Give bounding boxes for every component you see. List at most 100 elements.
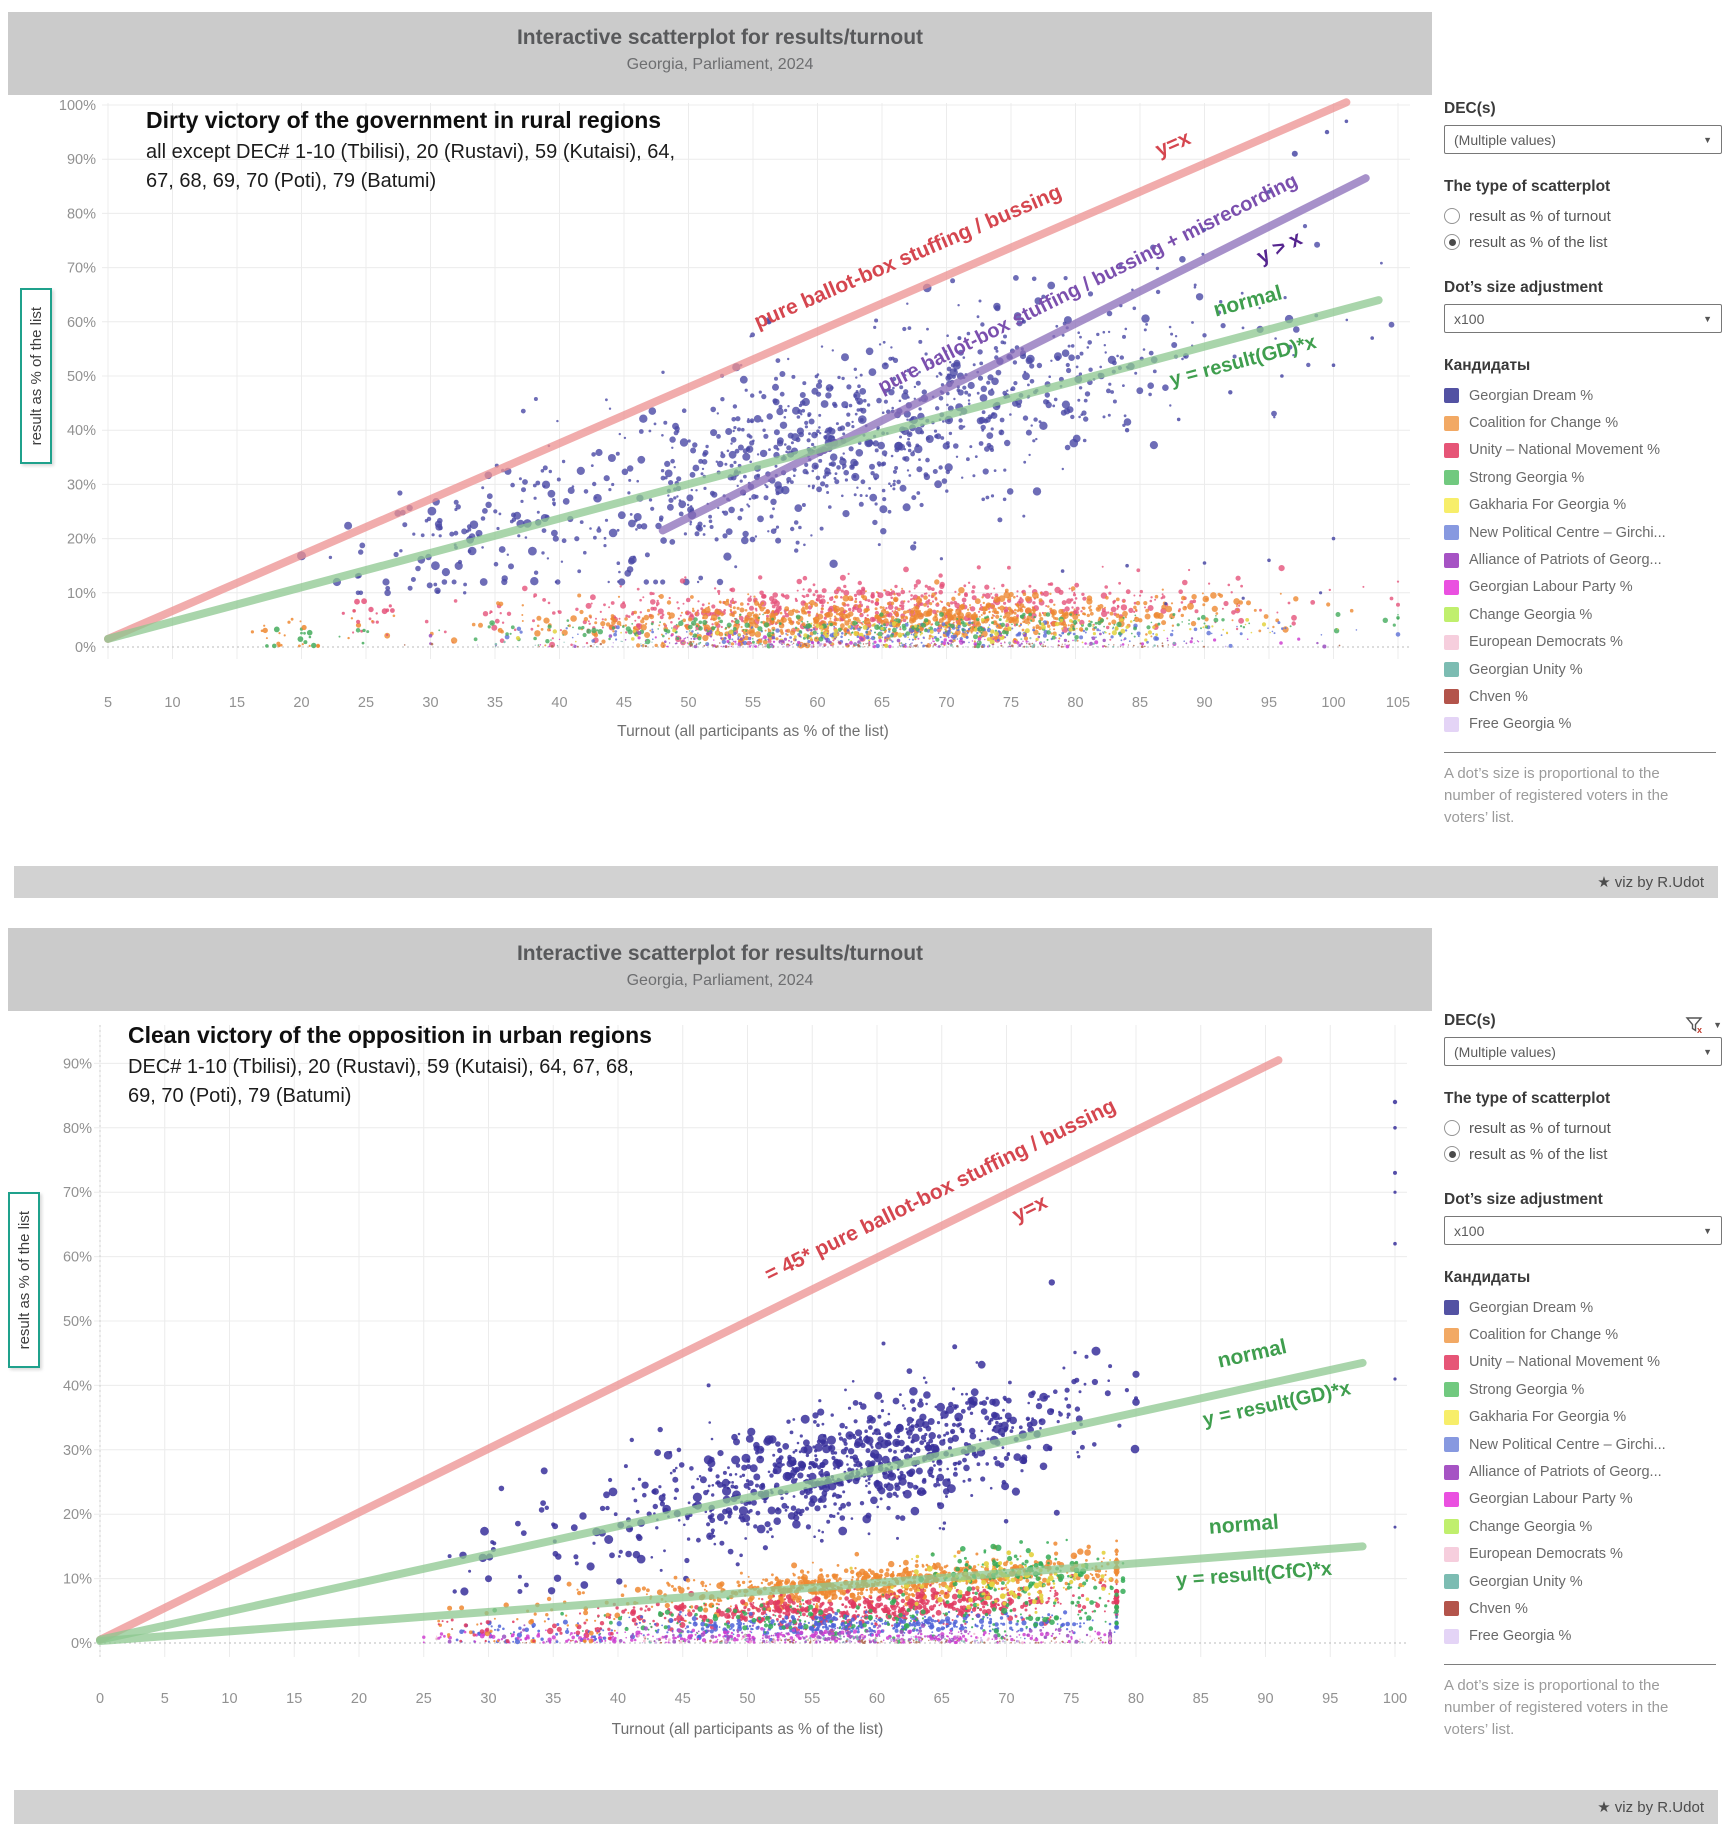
svg-text:105: 105 bbox=[1386, 695, 1410, 711]
legend-swatch-icon bbox=[1444, 552, 1459, 568]
radio-option-label: result as % of the list bbox=[1469, 1145, 1608, 1163]
dot-size-value: x100 bbox=[1454, 310, 1485, 327]
dec-select[interactable]: (Multiple values) ▼ bbox=[1444, 1037, 1722, 1066]
legend-item[interactable]: Georgian Labour Party % bbox=[1444, 1486, 1722, 1513]
scatterplot-type-label: The type of scatterplot bbox=[1444, 178, 1611, 195]
legend-label: Coalition for Change % bbox=[1469, 1327, 1619, 1344]
radio-unselected-icon[interactable] bbox=[1444, 208, 1460, 224]
svg-text:40: 40 bbox=[610, 1691, 626, 1707]
legend-item[interactable]: Coalition for Change % bbox=[1444, 409, 1722, 436]
legend-item[interactable]: Gakharia For Georgia % bbox=[1444, 492, 1722, 519]
dot-size-label: Dot’s size adjustment bbox=[1444, 279, 1603, 296]
legend-label: Georgian Unity % bbox=[1469, 1573, 1583, 1590]
filter-exclude-icon[interactable]: x bbox=[1685, 1016, 1705, 1034]
svg-text:85: 85 bbox=[1132, 695, 1148, 711]
y-axis-label-box: result as % of the list bbox=[20, 288, 52, 464]
scatterplot-canvas-rural[interactable]: 5 10 15 20 25 30 35 40 45 50 55 60 65 70 75 80 85 90 95 100… bbox=[0, 95, 1432, 795]
legend-item[interactable]: Alliance of Patriots of Georg... bbox=[1444, 546, 1722, 573]
svg-text:15: 15 bbox=[229, 695, 245, 711]
legend-swatch-icon bbox=[1444, 497, 1459, 513]
svg-text:5: 5 bbox=[161, 1691, 169, 1707]
svg-text:30: 30 bbox=[422, 695, 438, 711]
svg-text:0%: 0% bbox=[71, 1636, 92, 1652]
legend-item[interactable]: Change Georgia % bbox=[1444, 1513, 1722, 1540]
svg-text:20%: 20% bbox=[63, 1507, 92, 1523]
radio-option[interactable]: result as % of the list bbox=[1444, 229, 1722, 255]
dec-filter-label: DEC(s) bbox=[1444, 1012, 1496, 1029]
legend-swatch-icon bbox=[1444, 634, 1459, 650]
page-subtitle: Georgia, Parliament, 2024 bbox=[626, 972, 814, 989]
legend-swatch-icon bbox=[1444, 525, 1459, 541]
legend-label: Strong Georgia % bbox=[1469, 469, 1585, 486]
radio-option[interactable]: result as % of turnout bbox=[1444, 1115, 1722, 1141]
scatterplot-type-options: result as % of turnout result as % of the… bbox=[1444, 203, 1722, 255]
legend-swatch-icon bbox=[1444, 470, 1459, 486]
svg-text:55: 55 bbox=[804, 1691, 820, 1707]
svg-text:70%: 70% bbox=[63, 1185, 92, 1201]
legend-swatch-icon bbox=[1444, 1601, 1459, 1617]
legend-item[interactable]: New Political Centre – Girchi... bbox=[1444, 1431, 1722, 1458]
legend-swatch-icon bbox=[1444, 1628, 1459, 1644]
svg-text:50%: 50% bbox=[67, 369, 96, 385]
legend-item[interactable]: Georgian Dream % bbox=[1444, 382, 1722, 409]
scatterplot-canvas-urban[interactable]: 0 5 10 15 20 25 30 35 40 45 50 55 60 65 70 75 80 85 90 95 10… bbox=[0, 1011, 1432, 1788]
svg-text:60%: 60% bbox=[63, 1250, 92, 1266]
svg-text:70: 70 bbox=[998, 1691, 1014, 1707]
svg-text:10: 10 bbox=[221, 1691, 237, 1707]
legend-swatch-icon bbox=[1444, 607, 1459, 623]
legend-label: Georgian Labour Party % bbox=[1469, 579, 1633, 596]
svg-text:5: 5 bbox=[104, 695, 112, 711]
legend-item[interactable]: European Democrats % bbox=[1444, 1541, 1722, 1568]
svg-text:0: 0 bbox=[96, 1691, 104, 1707]
legend-swatch-icon bbox=[1444, 1546, 1459, 1562]
legend-item[interactable]: New Political Centre – Girchi... bbox=[1444, 519, 1722, 546]
legend-item[interactable]: Coalition for Change % bbox=[1444, 1321, 1722, 1348]
page-subtitle: Georgia, Parliament, 2024 bbox=[626, 56, 814, 73]
dot-size-select[interactable]: x100 ▼ bbox=[1444, 1216, 1722, 1245]
svg-text:60: 60 bbox=[869, 1691, 885, 1707]
radio-selected-icon[interactable] bbox=[1444, 1146, 1460, 1162]
legend-item[interactable]: Georgian Labour Party % bbox=[1444, 574, 1722, 601]
svg-text:20%: 20% bbox=[67, 532, 96, 548]
svg-text:y=x: y=x bbox=[1152, 126, 1194, 161]
dec-select[interactable]: (Multiple values) ▼ bbox=[1444, 125, 1722, 154]
dot-size-select[interactable]: x100 ▼ bbox=[1444, 304, 1722, 333]
dec-select-value: (Multiple values) bbox=[1454, 1043, 1556, 1060]
legend-item[interactable]: Unity – National Movement % bbox=[1444, 1349, 1722, 1376]
scatterplot-type-label: The type of scatterplot bbox=[1444, 1090, 1611, 1107]
legend-item[interactable]: Georgian Unity % bbox=[1444, 656, 1722, 683]
legend-item[interactable]: Change Georgia % bbox=[1444, 601, 1722, 628]
legend-swatch-icon bbox=[1444, 1491, 1459, 1507]
legend-item[interactable]: Unity – National Movement % bbox=[1444, 437, 1722, 464]
legend-swatch-icon bbox=[1444, 1354, 1459, 1370]
legend-item[interactable]: European Democrats % bbox=[1444, 629, 1722, 656]
svg-text:70: 70 bbox=[938, 695, 954, 711]
legend-item[interactable]: Free Georgia % bbox=[1444, 711, 1722, 738]
svg-text:50%: 50% bbox=[63, 1314, 92, 1330]
legend-item[interactable]: Strong Georgia % bbox=[1444, 464, 1722, 491]
legend-item[interactable]: Strong Georgia % bbox=[1444, 1376, 1722, 1403]
legend-item[interactable]: Georgian Unity % bbox=[1444, 1568, 1722, 1595]
radio-option[interactable]: result as % of the list bbox=[1444, 1141, 1722, 1167]
legend-item[interactable]: Georgian Dream % bbox=[1444, 1294, 1722, 1321]
legend-item[interactable]: Alliance of Patriots of Georg... bbox=[1444, 1458, 1722, 1485]
legend-item[interactable]: Chven % bbox=[1444, 1595, 1722, 1622]
svg-text:80%: 80% bbox=[63, 1121, 92, 1137]
legend-label: Unity – National Movement % bbox=[1469, 1354, 1660, 1371]
legend-item[interactable]: Chven % bbox=[1444, 683, 1722, 710]
legend-label: Alliance of Patriots of Georg... bbox=[1469, 1464, 1662, 1481]
panel-b-header: Interactive scatterplot for results/turn… bbox=[8, 928, 1432, 1011]
radio-unselected-icon[interactable] bbox=[1444, 1120, 1460, 1136]
legend-label: Gakharia For Georgia % bbox=[1469, 497, 1627, 514]
svg-text:30: 30 bbox=[480, 1691, 496, 1707]
chevron-down-icon[interactable]: ▼ bbox=[1713, 1019, 1722, 1030]
legend-item[interactable]: Gakharia For Georgia % bbox=[1444, 1404, 1722, 1431]
radio-option[interactable]: result as % of turnout bbox=[1444, 203, 1722, 229]
divider bbox=[1444, 1664, 1716, 1666]
svg-text:100: 100 bbox=[1383, 1691, 1407, 1707]
legend-label: Change Georgia % bbox=[1469, 1518, 1593, 1535]
radio-selected-icon[interactable] bbox=[1444, 234, 1460, 250]
legend-swatch-icon bbox=[1444, 1327, 1459, 1343]
dot-size-note: A dot’s size is proportional to the numb… bbox=[1444, 1677, 1669, 1738]
legend-item[interactable]: Free Georgia % bbox=[1444, 1623, 1722, 1650]
